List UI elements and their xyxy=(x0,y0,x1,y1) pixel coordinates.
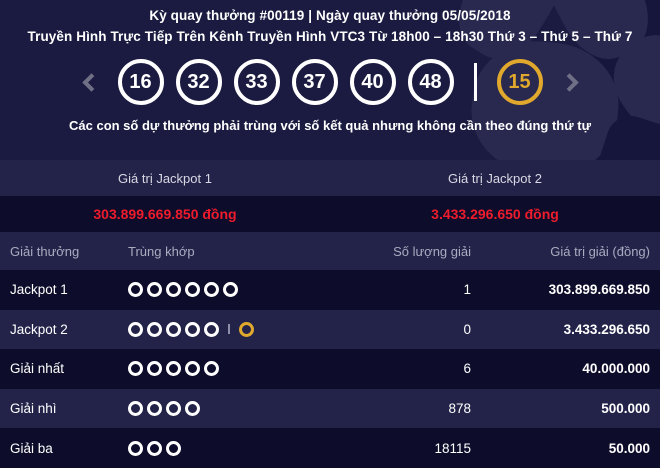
prize-name: Giải ba xyxy=(10,440,53,456)
winning-numbers: 16 32 33 37 40 48 xyxy=(117,59,454,105)
prize-table-row: Giải nhì 878 500.000 xyxy=(0,388,660,429)
white-match-ball-icon xyxy=(185,321,200,337)
prize-count: 6 xyxy=(463,361,471,377)
prize-table-body: Jackpot 1 1 303.899.669.850 Jackpot 2 0 … xyxy=(0,270,660,468)
white-match-ball-icon xyxy=(147,282,162,298)
white-match-ball-icon xyxy=(204,282,219,298)
match-pattern xyxy=(128,440,358,456)
prize-table-row: Giải ba 18115 50.000 xyxy=(0,428,660,468)
white-match-ball-icon xyxy=(147,440,162,456)
white-match-ball-icon xyxy=(128,401,143,417)
prize-value: 500.000 xyxy=(601,401,650,417)
jackpot-value-band: 303.899.669.850 đồng 3.433.296.650 đồng xyxy=(0,196,660,232)
jackpot2-label: Giá trị Jackpot 2 xyxy=(448,170,542,186)
winning-numbers-row: 16 32 33 37 40 48 15 xyxy=(0,59,660,105)
white-match-ball-icon xyxy=(185,401,200,417)
prize-table-header: Giải thưởng Trùng khớp Số lượng giải Giá… xyxy=(0,232,660,270)
match-pattern xyxy=(128,361,358,377)
prize-count: 1 xyxy=(463,282,471,298)
jackpot2-value: 3.433.296.650 đồng xyxy=(431,206,559,222)
header-value: Giá trị giải (đồng) xyxy=(550,243,650,259)
winning-ball: 37 xyxy=(291,59,338,105)
header-count: Số lượng giải xyxy=(393,243,471,259)
winning-ball: 16 xyxy=(117,59,164,105)
winning-ball: 48 xyxy=(407,59,454,105)
white-match-ball-icon xyxy=(147,321,162,337)
header-match: Trùng khớp xyxy=(128,243,195,259)
bonus-ball: 15 xyxy=(496,59,543,105)
matching-note: Các con số dự thưởng phải trùng với số k… xyxy=(69,118,591,133)
white-match-ball-icon xyxy=(128,282,143,298)
gold-match-ball-icon xyxy=(239,321,254,337)
winning-ball: 33 xyxy=(233,59,280,105)
white-match-ball-icon xyxy=(166,401,181,417)
white-match-ball-icon xyxy=(223,282,238,298)
match-pattern xyxy=(128,401,358,417)
white-match-ball-icon xyxy=(166,440,181,456)
prize-name: Giải nhì xyxy=(10,401,57,417)
white-match-ball-icon xyxy=(147,361,162,377)
draw-result-hero: Kỳ quay thưởng #00119 | Ngày quay thưởng… xyxy=(0,0,660,160)
chevron-right-icon[interactable] xyxy=(559,72,579,92)
prize-name: Jackpot 1 xyxy=(10,282,68,298)
white-match-ball-icon xyxy=(166,321,181,337)
white-match-ball-icon xyxy=(185,361,200,377)
chevron-left-icon[interactable] xyxy=(81,72,101,92)
bonus-separator xyxy=(473,63,477,101)
header-prize: Giải thưởng xyxy=(10,243,80,259)
jackpot1-value: 303.899.669.850 đồng xyxy=(93,206,237,222)
prize-name: Jackpot 2 xyxy=(10,321,68,337)
broadcast-info-line: Truyền Hình Trực Tiếp Trên Kênh Truyền H… xyxy=(27,29,633,44)
jackpot-label-band: Giá trị Jackpot 1 Giá trị Jackpot 2 xyxy=(0,160,660,196)
prize-value: 303.899.669.850 xyxy=(548,282,650,298)
prize-value: 40.000.000 xyxy=(582,361,650,377)
prize-count: 18115 xyxy=(434,440,471,456)
match-separator xyxy=(228,324,230,335)
prize-table-row: Jackpot 1 1 303.899.669.850 xyxy=(0,270,660,310)
white-match-ball-icon xyxy=(147,401,162,417)
jackpot1-label: Giá trị Jackpot 1 xyxy=(118,170,212,186)
prize-count: 0 xyxy=(463,321,471,337)
winning-ball: 32 xyxy=(175,59,222,105)
white-match-ball-icon xyxy=(185,282,200,298)
white-match-ball-icon xyxy=(128,440,143,456)
prize-count: 878 xyxy=(448,401,471,417)
draw-info-line: Kỳ quay thưởng #00119 | Ngày quay thưởng… xyxy=(149,8,511,23)
prize-value: 3.433.296.650 xyxy=(563,321,650,337)
match-pattern xyxy=(128,321,358,337)
white-match-ball-icon xyxy=(128,361,143,377)
winning-ball: 40 xyxy=(349,59,396,105)
white-match-ball-icon xyxy=(204,321,219,337)
match-pattern xyxy=(128,282,358,298)
prize-value: 50.000 xyxy=(608,440,650,456)
prize-table-row: Giải nhất 6 40.000.000 xyxy=(0,349,660,389)
white-match-ball-icon xyxy=(128,321,143,337)
white-match-ball-icon xyxy=(204,361,219,377)
prize-table-row: Jackpot 2 0 3.433.296.650 xyxy=(0,309,660,350)
white-match-ball-icon xyxy=(166,361,181,377)
white-match-ball-icon xyxy=(166,282,181,298)
prize-name: Giải nhất xyxy=(10,361,65,377)
